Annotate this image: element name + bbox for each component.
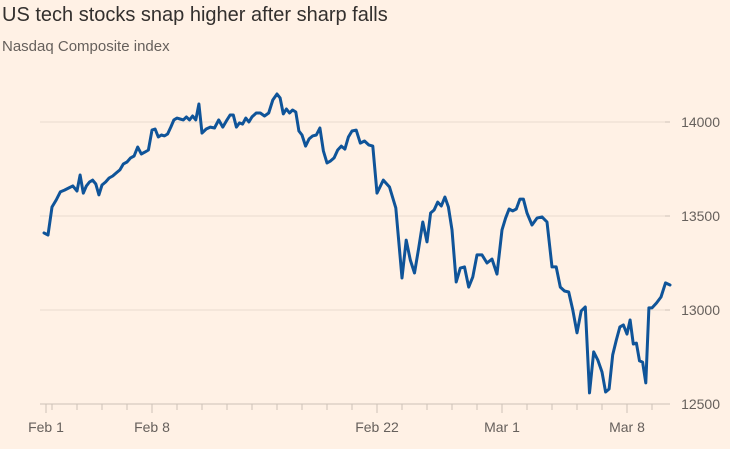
x-tick-label: Mar 1 (484, 419, 520, 435)
x-tick-label: Feb 22 (355, 419, 399, 435)
x-tick-label: Feb 8 (134, 419, 170, 435)
plot-area (42, 92, 672, 395)
series-line-nasdaq (42, 92, 672, 395)
chart-subtitle: Nasdaq Composite index (2, 38, 170, 55)
x-tick-label: Mar 8 (609, 419, 645, 435)
y-tick-label: 13500 (681, 208, 720, 224)
x-tick-label: Feb 1 (28, 419, 64, 435)
y-tick-label: 13000 (681, 302, 720, 318)
y-tick-label: 14000 (681, 114, 720, 130)
chart-title: US tech stocks snap higher after sharp f… (2, 4, 388, 26)
y-axis: 12500 13000 13500 14000 (665, 114, 720, 412)
x-axis: Feb 1 Feb 8 Feb 22 Mar 1 Mar 8 (28, 404, 653, 435)
gridlines (40, 121, 665, 405)
y-tick-label: 12500 (681, 396, 720, 412)
